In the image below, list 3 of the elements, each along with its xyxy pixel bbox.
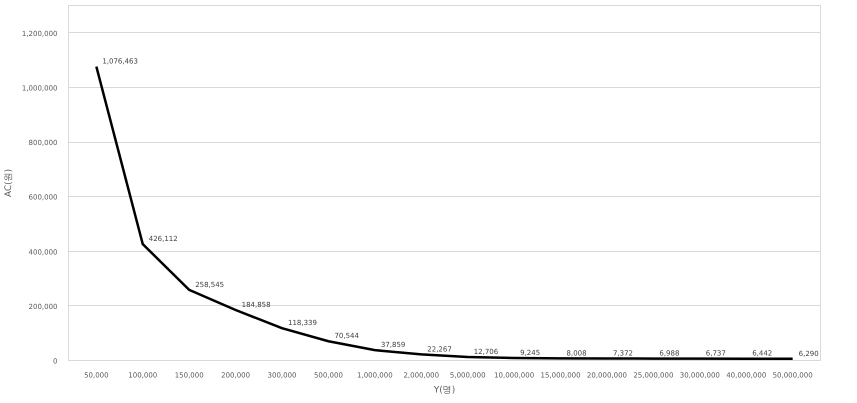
x-axis-title: Y(명) — [432, 386, 456, 396]
line-series — [95, 65, 794, 360]
y-axis-title: AC(원) — [4, 168, 14, 198]
